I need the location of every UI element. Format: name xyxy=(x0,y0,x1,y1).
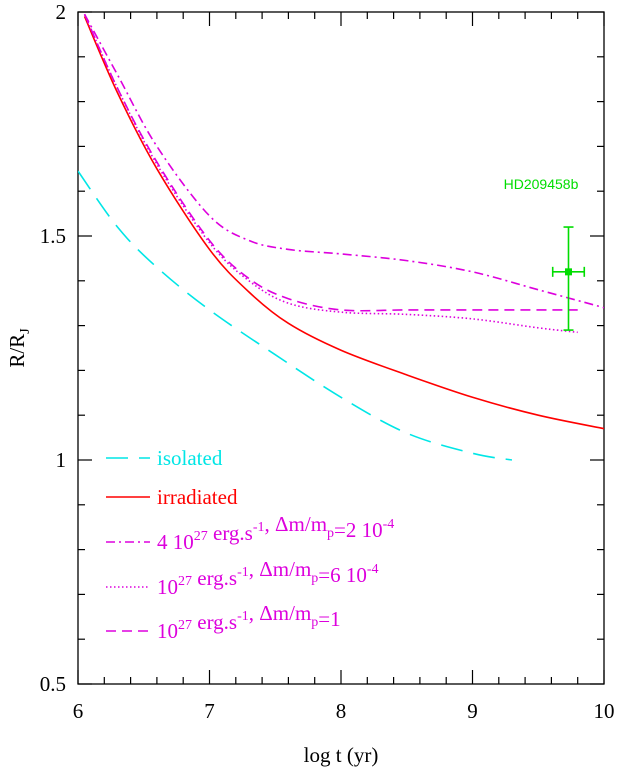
x-tick-label: 10 xyxy=(594,699,615,723)
y-axis-title-main: R/R xyxy=(5,334,29,368)
x-tick-label: 8 xyxy=(336,699,347,723)
series-line-5 xyxy=(83,13,578,312)
series-line-1 xyxy=(78,170,513,461)
y-tick-label: 2 xyxy=(56,0,67,24)
x-axis-title: log t (yr) xyxy=(304,743,379,767)
axis-ticks xyxy=(77,11,605,685)
axis-tick-labels: 6 7 8 9 10 0.5 1 1.5 2 xyxy=(40,0,615,723)
y-tick-label: 0.5 xyxy=(40,672,66,696)
legend-label-5: 1027 erg.s-1, Δm/mp=1 xyxy=(157,601,341,643)
series-line-4 xyxy=(83,13,578,334)
y-axis-title-sub: J xyxy=(18,328,33,334)
annotation-label: HD209458b xyxy=(504,176,579,192)
y-tick-label: 1.5 xyxy=(40,224,66,248)
x-tick-label: 7 xyxy=(204,699,215,723)
legend-label-3: 4 1027 erg.s-1, Δm/mp=2 10-4 xyxy=(157,512,394,554)
series-line-2 xyxy=(83,16,604,430)
legend-label-4: 1027 erg.s-1, Δm/mp=6 10-4 xyxy=(157,557,379,599)
series-line-3 xyxy=(83,13,604,309)
annotations: HD209458b xyxy=(504,176,586,331)
x-tick-label: 6 xyxy=(73,699,84,723)
legend-label-1: isolated xyxy=(157,446,223,470)
y-tick-label: 1 xyxy=(56,448,67,472)
legend: isolated irradiated 4 1027 erg.s-1, Δm/mp=… xyxy=(106,446,394,643)
series-lines xyxy=(78,13,604,461)
legend-label-2: irradiated xyxy=(157,485,238,509)
y-axis-title: R/RJ xyxy=(5,328,33,368)
data-point-marker xyxy=(564,268,572,276)
x-tick-label: 9 xyxy=(467,699,478,723)
